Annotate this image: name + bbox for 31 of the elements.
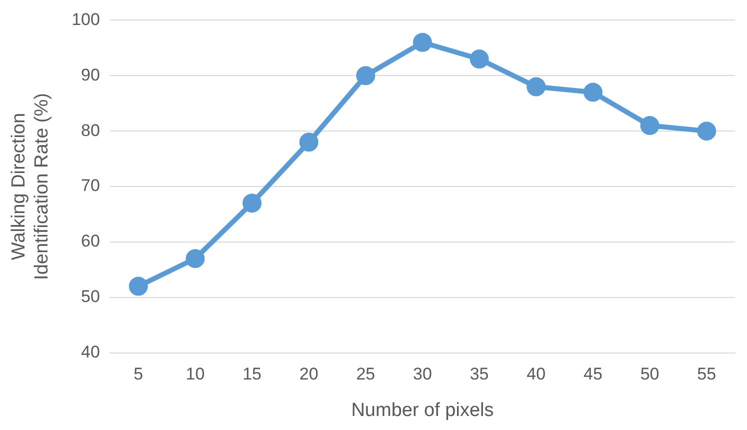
x-tick-label: 10 [186,364,205,384]
y-tick-label: 100 [72,10,100,29]
y-tick-label: 60 [81,232,100,251]
x-tick-label: 20 [299,364,318,384]
x-tick-label: 35 [470,364,489,384]
point [526,77,546,96]
y-tick-label: 90 [81,65,100,84]
x-tick-label: 45 [583,364,602,384]
y-tick-label: 80 [81,120,100,140]
x-tick-label: 50 [640,364,660,384]
point [242,194,262,213]
x-tick-label: 25 [356,364,376,384]
x-tick-label: 40 [526,364,546,384]
point [583,82,602,102]
point [299,132,318,152]
y-tick-label: 40 [81,342,100,362]
y-tick-label: 50 [81,287,100,306]
point [697,122,716,141]
x-tick-label: 5 [134,364,144,384]
point [640,116,660,136]
x-tick-label: 30 [413,364,432,384]
x-axis-title: Number of pixels [351,400,494,421]
point [470,50,489,69]
point [128,276,148,296]
y-axis-title: Walking Direction Identification Rate (%) [8,93,52,280]
point [412,32,432,52]
x-tick-label: 55 [697,364,716,384]
point [356,66,376,86]
y-tick-label: 70 [81,176,100,196]
x-tick-label: 15 [242,364,262,384]
point [186,249,205,268]
